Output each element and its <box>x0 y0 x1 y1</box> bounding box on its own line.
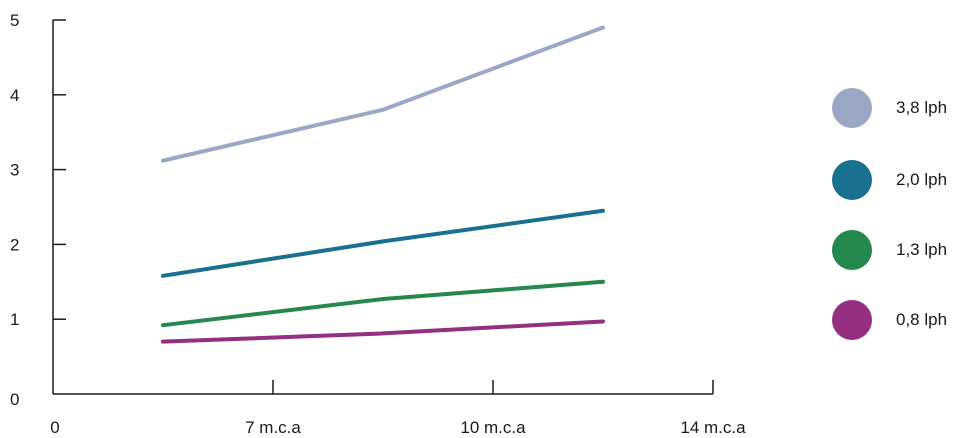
x-origin-label: 0 <box>50 418 59 437</box>
series-line <box>163 211 603 276</box>
x-tick-label: 7 m.c.a <box>245 418 301 437</box>
y-tick-label: 4 <box>10 86 19 105</box>
legend-label: 1,3 lph <box>896 240 947 260</box>
series-lines <box>163 27 603 341</box>
legend-item: 0,8 lph <box>832 300 947 340</box>
x-tick-label: 14 m.c.a <box>680 418 746 437</box>
legend-swatch <box>832 230 872 270</box>
series-line <box>163 282 603 325</box>
legend-label: 2,0 lph <box>896 170 947 190</box>
y-tick-label: 0 <box>10 390 19 409</box>
y-tick-label: 2 <box>10 235 19 254</box>
legend-label: 0,8 lph <box>896 310 947 330</box>
legend-label: 3,8 lph <box>896 98 947 118</box>
y-ticks: 0 1 2 3 4 5 <box>10 11 66 409</box>
legend-item: 1,3 lph <box>832 230 947 270</box>
y-tick-label: 3 <box>10 161 19 180</box>
legend-item: 3,8 lph <box>832 88 947 128</box>
y-tick-label: 5 <box>10 11 19 30</box>
legend-item: 2,0 lph <box>832 160 947 200</box>
y-tick-label: 1 <box>10 310 19 329</box>
legend-swatch <box>832 88 872 128</box>
legend-swatch <box>832 300 872 340</box>
series-line <box>163 321 603 341</box>
axes <box>53 20 713 394</box>
x-tick-label: 10 m.c.a <box>460 418 526 437</box>
x-ticks: 0 7 m.c.a 10 m.c.a 14 m.c.a <box>50 380 746 437</box>
series-line <box>163 27 603 160</box>
legend-swatch <box>832 160 872 200</box>
